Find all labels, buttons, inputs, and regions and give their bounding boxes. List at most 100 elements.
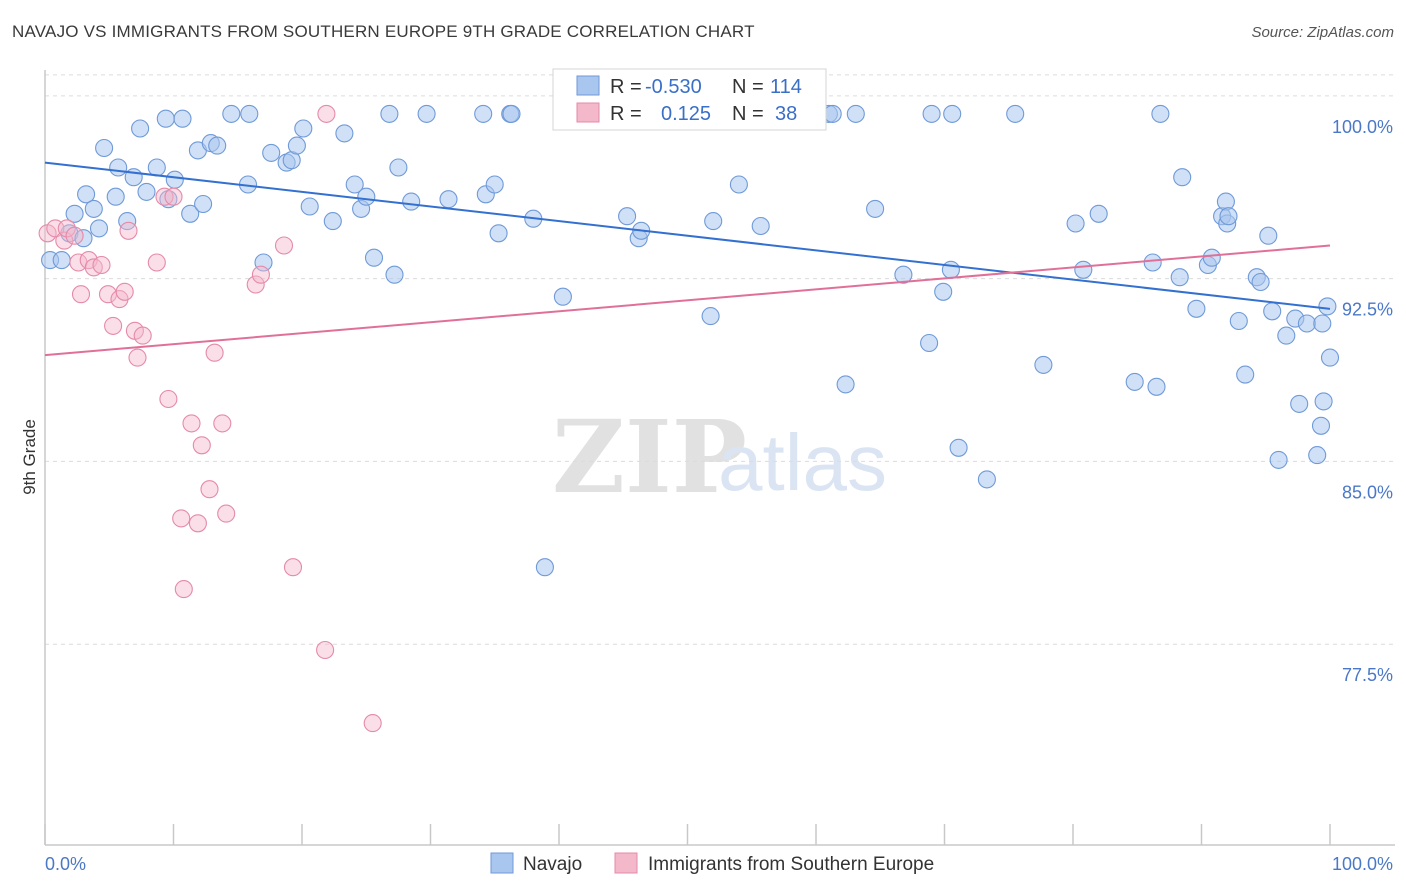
navajo-point — [553, 287, 572, 306]
stats-legend: R = -0.530 N = 114 R = 0.125 N = 38 — [552, 68, 827, 131]
x-tick-label-max: 100.0% — [1332, 854, 1393, 874]
chart-source: Source: ZipAtlas.com — [1251, 24, 1394, 41]
immigrants-point — [188, 514, 207, 533]
immigrants-point — [104, 316, 123, 335]
navajo-point — [1314, 392, 1333, 411]
navajo-point — [1318, 297, 1337, 316]
navajo-point — [1313, 314, 1332, 333]
series-legend-label-navajo: Navajo — [523, 854, 582, 875]
navajo-point — [131, 119, 150, 138]
legend-r-value-immigrants: 0.125 — [661, 103, 711, 125]
immigrants-point — [174, 580, 193, 599]
navajo-point — [300, 197, 319, 216]
navajo-point — [1219, 207, 1238, 226]
navajo-point — [84, 199, 103, 218]
navajo-point — [1151, 104, 1170, 123]
navajo-point — [1173, 168, 1192, 187]
navajo-point — [385, 265, 404, 284]
navajo-point — [181, 204, 200, 223]
navajo-point — [156, 109, 175, 128]
navajo-point — [941, 260, 960, 279]
legend-n-label-navajo: N = — [732, 76, 764, 98]
series-navajo — [41, 104, 1340, 577]
legend-swatch-navajo — [576, 75, 600, 96]
legend-n-value-immigrants: 38 — [775, 103, 797, 125]
navajo-point — [1311, 416, 1331, 435]
navajo-point — [208, 136, 227, 155]
navajo-point — [194, 194, 213, 214]
navajo-point — [77, 185, 96, 204]
legend-r-value-navajo: -0.530 — [645, 76, 702, 98]
navajo-point — [701, 307, 720, 326]
navajo-point — [1263, 302, 1282, 321]
immigrants-point — [251, 265, 270, 284]
navajo-point — [1236, 365, 1255, 384]
navajo-point — [118, 212, 137, 231]
legend-r-label-immigrants: R = — [610, 103, 642, 125]
navajo-point — [439, 190, 458, 209]
navajo-point — [1259, 226, 1278, 245]
immigrants-point — [159, 389, 178, 409]
immigrants-point — [119, 221, 138, 240]
y-tick-label: 77.5% — [1342, 665, 1393, 685]
navajo-point — [335, 124, 354, 143]
navajo-point — [137, 182, 156, 201]
immigrants-point — [274, 236, 294, 255]
navajo-point — [1251, 272, 1270, 292]
immigrants-point — [133, 326, 152, 345]
navajo-point — [894, 265, 913, 284]
immigrants-trend-line — [44, 244, 1331, 357]
navajo-point — [1034, 355, 1053, 374]
immigrants-point — [316, 640, 335, 660]
navajo-point — [920, 333, 939, 353]
navajo-point — [729, 175, 748, 194]
navajo-point — [1229, 311, 1248, 331]
legend-n-value-navajo: 114 — [770, 76, 802, 98]
navajo-point — [535, 558, 554, 577]
navajo-point — [222, 104, 241, 123]
y-axis-label: 9th Grade — [20, 419, 39, 495]
immigrants-point — [164, 187, 183, 206]
navajo-point — [402, 192, 421, 211]
navajo-point — [489, 224, 508, 243]
trend-lines — [44, 161, 1331, 357]
watermark-atlas: atlas — [718, 418, 887, 507]
immigrants-point — [57, 219, 76, 238]
navajo-point — [502, 104, 521, 123]
watermark-zip: ZIP — [552, 398, 747, 516]
navajo-point — [1290, 394, 1309, 413]
y-tick-label: 92.5% — [1342, 300, 1393, 320]
navajo-point — [751, 216, 770, 236]
navajo-point — [1066, 214, 1085, 233]
navajo-point — [1147, 377, 1166, 396]
navajo-point — [323, 212, 342, 231]
immigrants-point — [192, 436, 211, 455]
immigrants-point — [147, 253, 166, 272]
navajo-point — [1170, 268, 1189, 287]
navajo-point — [357, 187, 376, 206]
navajo-point — [1277, 326, 1296, 345]
navajo-point — [474, 104, 493, 123]
navajo-point — [1187, 299, 1206, 318]
navajo-point — [1074, 260, 1093, 279]
immigrants-point — [115, 282, 134, 301]
series-legend-swatch-immigrants — [614, 852, 638, 874]
immigrants-point — [200, 480, 219, 499]
navajo-point — [294, 119, 313, 138]
navajo-point — [380, 104, 399, 123]
navajo-point — [866, 199, 885, 218]
immigrants-point — [363, 714, 382, 733]
immigrants-point — [217, 504, 236, 523]
legend-swatch-immigrants — [576, 102, 600, 123]
navajo-point — [618, 207, 637, 226]
navajo-point — [89, 219, 109, 238]
navajo-point — [943, 104, 962, 123]
navajo-point — [262, 143, 281, 162]
immigrants-point — [128, 348, 147, 367]
y-tick-label: 85.0% — [1342, 482, 1393, 502]
watermark: ZIP atlas — [552, 398, 887, 516]
navajo-point — [1089, 204, 1108, 223]
gridlines — [45, 74, 1395, 645]
navajo-point — [1125, 372, 1144, 391]
